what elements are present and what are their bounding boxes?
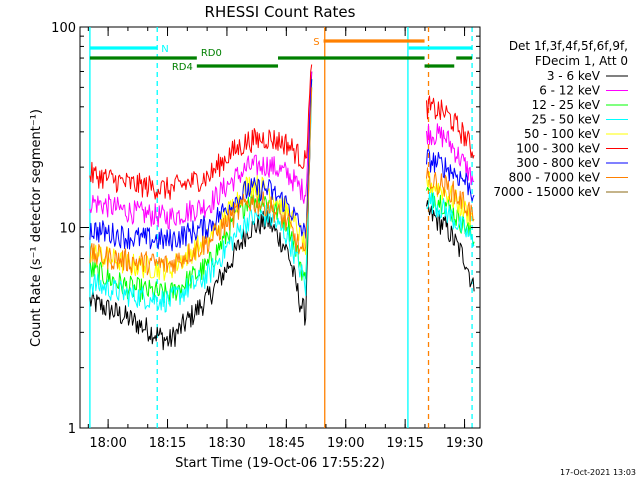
series-line [89, 71, 313, 351]
flag-label: S [313, 37, 319, 48]
plot-frame [79, 26, 481, 429]
series-line [89, 83, 313, 281]
series-line [89, 71, 313, 230]
legend-label: 7000 - 15000 keV [493, 185, 600, 199]
series-line [426, 185, 475, 246]
x-tick-label: 19:30 [446, 436, 483, 451]
legend-label: 25 - 50 keV [532, 113, 601, 127]
legend: Det 1f,3f,4f,5f,6f,9f, FDecim 1, Att 0 3… [493, 39, 628, 199]
x-tick-label: 18:15 [149, 436, 186, 451]
x-tick-label: 19:15 [386, 436, 423, 451]
flag-label: RD0 [201, 48, 222, 59]
x-tick-label: 19:00 [327, 436, 364, 451]
footer-stamp: 17-Oct-2021 13:03 [560, 468, 636, 477]
y-tick-label: 10 [59, 222, 76, 237]
flag-label: RD4 [172, 62, 193, 73]
x-tick-label: 18:00 [89, 436, 126, 451]
x-tick-label: 18:30 [208, 436, 245, 451]
legend-label: 100 - 300 keV [516, 142, 600, 156]
legend-label: 3 - 6 keV [547, 69, 601, 83]
y-tick-label: 1 [68, 422, 76, 437]
series-line [426, 149, 475, 202]
legend-label: 300 - 800 keV [516, 156, 600, 170]
y-tick-label: 100 [51, 21, 76, 36]
series-line [426, 171, 475, 226]
series-line [89, 79, 313, 252]
series-line [426, 191, 475, 247]
y-axis: 1 10 100 [51, 21, 480, 437]
plot-area: N S RD0 RD4 [79, 26, 481, 429]
legend-header: Det 1f,3f,4f,5f,6f,9f, [509, 39, 628, 53]
series-line [426, 95, 475, 159]
x-axis: 18:00 18:15 18:30 18:45 19:00 19:15 19:30 [87, 27, 483, 451]
series-line [89, 87, 313, 276]
y-axis-label: Count Rate (s⁻¹ detector segment⁻¹) [29, 109, 44, 347]
legend-label: 50 - 100 keV [524, 127, 601, 141]
series-line [89, 64, 313, 200]
legend-label: 6 - 12 keV [539, 84, 601, 98]
series-line [426, 167, 475, 222]
x-tick-label: 18:45 [268, 436, 305, 451]
legend-label: 800 - 7000 keV [509, 171, 601, 185]
series-line [426, 200, 475, 292]
x-axis-label: Start Time (19-Oct-06 17:55:22) [175, 456, 385, 471]
series-line [89, 87, 313, 313]
flag-label: N [161, 44, 168, 55]
legend-label: 12 - 25 keV [532, 98, 601, 112]
series-line [89, 79, 313, 305]
legend-subheader: FDecim 1, Att 0 [535, 54, 628, 68]
chart-title: RHESSI Count Rates [205, 3, 356, 21]
